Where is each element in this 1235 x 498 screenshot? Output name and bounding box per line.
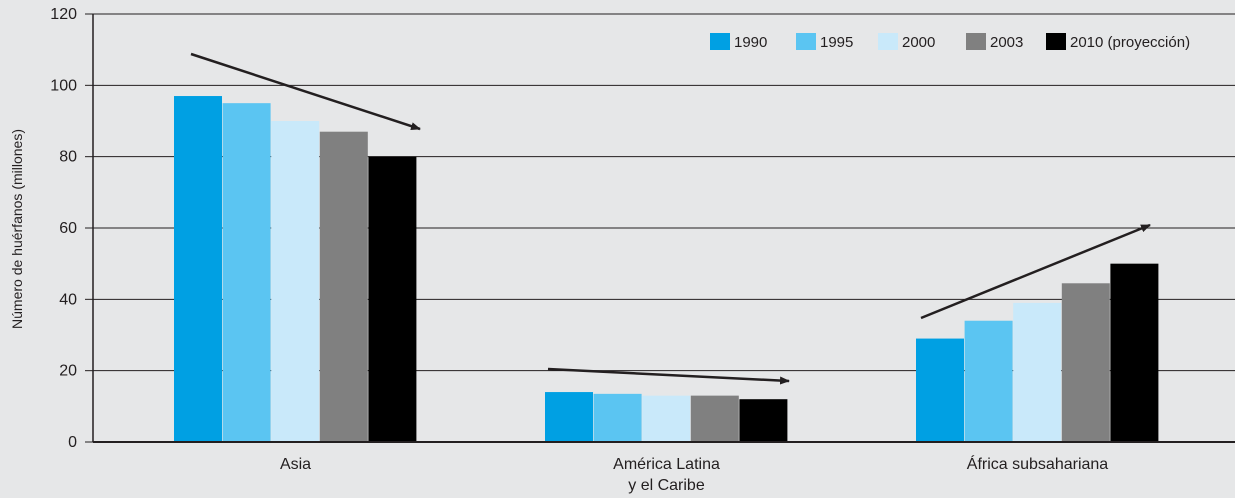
legend-label: 2003 (990, 34, 1023, 51)
bar-2003 (1061, 283, 1110, 442)
bar-1990 (545, 392, 593, 442)
category-label: América Latina (613, 456, 720, 473)
bar-1995 (222, 103, 271, 443)
bar-2000 (271, 121, 320, 442)
bar-1995 (964, 320, 1013, 442)
bar-2003 (319, 131, 368, 442)
bar-2010 (739, 399, 788, 442)
bar-2010 (1110, 263, 1159, 442)
y-axis-title: Número de huérfanos (millones) (9, 129, 25, 329)
category-labels: Asia América Latina y el Caribe África subs… (280, 454, 1108, 494)
legend-swatch (710, 33, 730, 50)
legend-label: 1995 (820, 34, 853, 51)
bars (174, 96, 1159, 443)
bar-2000 (1013, 302, 1062, 442)
bar-1990 (174, 96, 222, 443)
y-tick-label: 80 (59, 149, 77, 166)
trend-arrow (190, 52, 421, 131)
y-tick-label: 20 (59, 363, 77, 380)
bar-1990 (916, 338, 964, 442)
y-tick-label: 40 (59, 291, 77, 308)
y-tick-label: 120 (50, 6, 77, 23)
bar-2010 (368, 156, 417, 442)
y-tick-labels: 0 20 40 60 80 100 120 (50, 6, 93, 451)
legend-swatch (966, 33, 986, 50)
legend-label: 1990 (734, 34, 767, 51)
legend-swatch (878, 33, 898, 50)
legend-swatch (1046, 33, 1066, 50)
trend-arrow (547, 367, 790, 385)
bar-2000 (642, 395, 691, 442)
y-tick-label: 100 (50, 77, 77, 94)
legend-label: 2000 (902, 34, 935, 51)
y-tick-label: 60 (59, 220, 77, 237)
bar-1995 (593, 393, 642, 442)
trend-arrow (920, 223, 1151, 320)
category-label: Asia (280, 456, 311, 473)
legend-swatch (796, 33, 816, 50)
legend: 1990 1995 2000 2003 2010 (proyección) (710, 33, 1190, 51)
y-tick-label: 0 (68, 434, 77, 451)
trend-arrows (190, 52, 1151, 385)
legend-label: 2010 (proyección) (1070, 34, 1190, 51)
bar-2003 (690, 395, 739, 442)
category-label: África subsahariana (967, 454, 1109, 473)
category-label: y el Caribe (628, 477, 705, 494)
